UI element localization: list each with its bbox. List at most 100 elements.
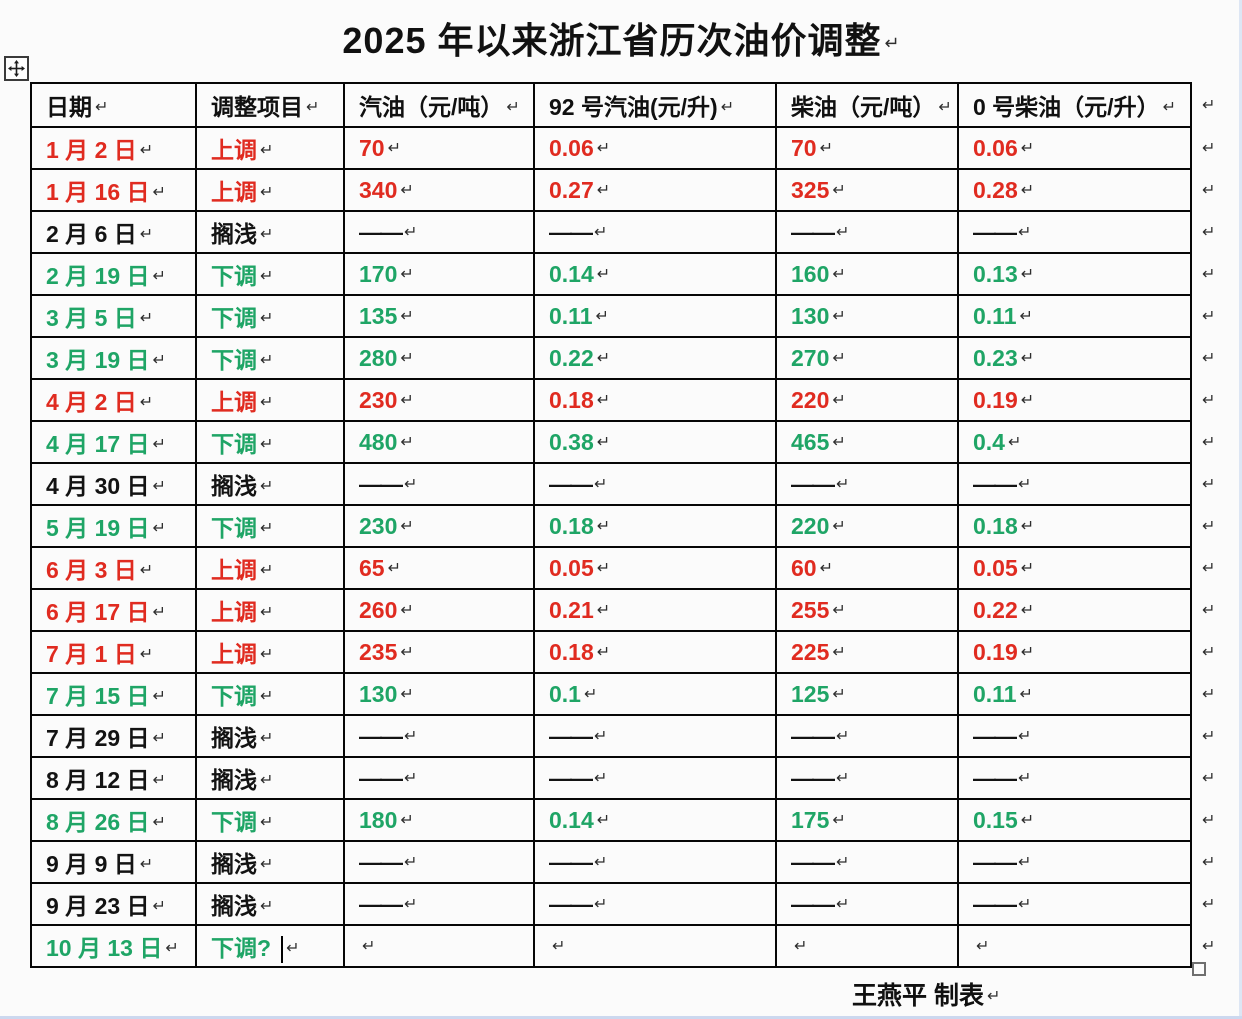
header-col-diesel-ton[interactable]: 柴油（元/吨） ↵: [775, 82, 959, 128]
cell-gasoline92-liter[interactable]: 0.1 ↵: [533, 672, 777, 716]
cell-date[interactable]: 4 月 30 日 ↵: [30, 462, 197, 506]
cell-diesel-ton[interactable]: —— ↵: [775, 714, 959, 758]
cell-action[interactable]: 下调 ↵: [195, 294, 345, 338]
cell-gasoline92-liter[interactable]: 0.14 ↵: [533, 252, 777, 296]
cell-action[interactable]: 下调 ↵: [195, 798, 345, 842]
cell-diesel-ton[interactable]: ↵: [775, 924, 959, 968]
cell-gasoline-ton[interactable]: 230 ↵: [343, 378, 535, 422]
cell-diesel-ton[interactable]: 465 ↵: [775, 420, 959, 464]
cell-diesel0-liter[interactable]: 0.11 ↵: [957, 672, 1192, 716]
table-resize-handle[interactable]: [1192, 962, 1206, 976]
header-col-gasoline92-liter[interactable]: 92 号汽油(元/升) ↵: [533, 82, 777, 128]
cell-date[interactable]: 2 月 19 日 ↵: [30, 252, 197, 296]
cell-action[interactable]: 搁浅 ↵: [195, 882, 345, 926]
cell-diesel-ton[interactable]: —— ↵: [775, 210, 959, 254]
cell-gasoline-ton[interactable]: 70 ↵: [343, 126, 535, 170]
cell-gasoline92-liter[interactable]: —— ↵: [533, 210, 777, 254]
cell-gasoline-ton[interactable]: 260 ↵: [343, 588, 535, 632]
cell-gasoline-ton[interactable]: 130 ↵: [343, 672, 535, 716]
cell-action[interactable]: 上调 ↵: [195, 546, 345, 590]
cell-diesel0-liter[interactable]: —— ↵: [957, 882, 1192, 926]
cell-date[interactable]: 1 月 16 日 ↵: [30, 168, 197, 212]
cell-gasoline-ton[interactable]: 170 ↵: [343, 252, 535, 296]
cell-diesel-ton[interactable]: —— ↵: [775, 840, 959, 884]
cell-action[interactable]: 下调 ↵: [195, 504, 345, 548]
header-col-date[interactable]: 日期 ↵: [30, 82, 197, 128]
cell-action[interactable]: 上调 ↵: [195, 378, 345, 422]
cell-date[interactable]: 9 月 9 日 ↵: [30, 840, 197, 884]
cell-gasoline92-liter[interactable]: —— ↵: [533, 756, 777, 800]
cell-gasoline-ton[interactable]: 340 ↵: [343, 168, 535, 212]
cell-diesel0-liter[interactable]: 0.23 ↵: [957, 336, 1192, 380]
cell-action[interactable]: 搁浅 ↵: [195, 210, 345, 254]
cell-diesel-ton[interactable]: —— ↵: [775, 756, 959, 800]
cell-diesel-ton[interactable]: 325 ↵: [775, 168, 959, 212]
cell-action[interactable]: 搁浅 ↵: [195, 462, 345, 506]
cell-date[interactable]: 9 月 23 日 ↵: [30, 882, 197, 926]
cell-action[interactable]: 上调 ↵: [195, 588, 345, 632]
cell-action[interactable]: 搁浅 ↵: [195, 714, 345, 758]
cell-date[interactable]: 3 月 19 日 ↵: [30, 336, 197, 380]
cell-diesel0-liter[interactable]: 0.4 ↵: [957, 420, 1192, 464]
cell-date[interactable]: 3 月 5 日 ↵: [30, 294, 197, 338]
cell-gasoline92-liter[interactable]: 0.11 ↵: [533, 294, 777, 338]
cell-gasoline-ton[interactable]: 230 ↵: [343, 504, 535, 548]
cell-diesel0-liter[interactable]: 0.11 ↵: [957, 294, 1192, 338]
cell-gasoline92-liter[interactable]: —— ↵: [533, 462, 777, 506]
cell-diesel-ton[interactable]: 70 ↵: [775, 126, 959, 170]
cell-diesel-ton[interactable]: 220 ↵: [775, 504, 959, 548]
cell-gasoline-ton[interactable]: 65 ↵: [343, 546, 535, 590]
cell-date[interactable]: 5 月 19 日 ↵: [30, 504, 197, 548]
cell-diesel-ton[interactable]: 225 ↵: [775, 630, 959, 674]
cell-diesel0-liter[interactable]: 0.13 ↵: [957, 252, 1192, 296]
cell-gasoline-ton[interactable]: 180 ↵: [343, 798, 535, 842]
cell-gasoline92-liter[interactable]: 0.18 ↵: [533, 630, 777, 674]
cell-diesel-ton[interactable]: —— ↵: [775, 882, 959, 926]
cell-gasoline-ton[interactable]: ↵: [343, 924, 535, 968]
cell-diesel0-liter[interactable]: 0.19 ↵: [957, 378, 1192, 422]
cell-date[interactable]: 1 月 2 日 ↵: [30, 126, 197, 170]
cell-date[interactable]: 4 月 17 日 ↵: [30, 420, 197, 464]
cell-action[interactable]: 上调 ↵: [195, 168, 345, 212]
cell-gasoline-ton[interactable]: —— ↵: [343, 210, 535, 254]
cell-gasoline92-liter[interactable]: 0.14 ↵: [533, 798, 777, 842]
cell-action[interactable]: 下调 ↵: [195, 420, 345, 464]
cell-date[interactable]: 6 月 17 日 ↵: [30, 588, 197, 632]
cell-diesel0-liter[interactable]: —— ↵: [957, 714, 1192, 758]
cell-gasoline-ton[interactable]: 280 ↵: [343, 336, 535, 380]
cell-gasoline-ton[interactable]: —— ↵: [343, 756, 535, 800]
cell-gasoline92-liter[interactable]: 0.06 ↵: [533, 126, 777, 170]
header-col-gasoline-ton[interactable]: 汽油（元/吨） ↵: [343, 82, 535, 128]
cell-action[interactable]: 搁浅 ↵: [195, 840, 345, 884]
cell-gasoline92-liter[interactable]: 0.38 ↵: [533, 420, 777, 464]
cell-diesel0-liter[interactable]: 0.28 ↵: [957, 168, 1192, 212]
cell-action[interactable]: 下调 ↵: [195, 252, 345, 296]
cell-diesel-ton[interactable]: 270 ↵: [775, 336, 959, 380]
cell-gasoline-ton[interactable]: 235 ↵: [343, 630, 535, 674]
cell-diesel0-liter[interactable]: 0.19 ↵: [957, 630, 1192, 674]
cell-gasoline92-liter[interactable]: ↵: [533, 924, 777, 968]
cell-diesel-ton[interactable]: 60 ↵: [775, 546, 959, 590]
cell-date[interactable]: 6 月 3 日 ↵: [30, 546, 197, 590]
cell-date[interactable]: 4 月 2 日 ↵: [30, 378, 197, 422]
cell-diesel0-liter[interactable]: —— ↵: [957, 462, 1192, 506]
cell-diesel-ton[interactable]: 130 ↵: [775, 294, 959, 338]
cell-diesel0-liter[interactable]: —— ↵: [957, 210, 1192, 254]
cell-diesel-ton[interactable]: 220 ↵: [775, 378, 959, 422]
cell-date[interactable]: 8 月 26 日 ↵: [30, 798, 197, 842]
cell-gasoline92-liter[interactable]: 0.21 ↵: [533, 588, 777, 632]
cell-diesel0-liter[interactable]: 0.22 ↵: [957, 588, 1192, 632]
cell-diesel-ton[interactable]: 125 ↵: [775, 672, 959, 716]
cell-action[interactable]: 上调 ↵: [195, 126, 345, 170]
cell-action[interactable]: 下调 ↵: [195, 336, 345, 380]
cell-action[interactable]: 下调 ↵: [195, 672, 345, 716]
cell-gasoline-ton[interactable]: —— ↵: [343, 714, 535, 758]
cell-gasoline92-liter[interactable]: —— ↵: [533, 882, 777, 926]
cell-gasoline92-liter[interactable]: —— ↵: [533, 714, 777, 758]
cell-diesel0-liter[interactable]: 0.06 ↵: [957, 126, 1192, 170]
cell-date[interactable]: 8 月 12 日 ↵: [30, 756, 197, 800]
cell-date[interactable]: 7 月 15 日 ↵: [30, 672, 197, 716]
cell-gasoline-ton[interactable]: —— ↵: [343, 462, 535, 506]
cell-diesel0-liter[interactable]: ↵: [957, 924, 1192, 968]
cell-gasoline92-liter[interactable]: 0.05 ↵: [533, 546, 777, 590]
